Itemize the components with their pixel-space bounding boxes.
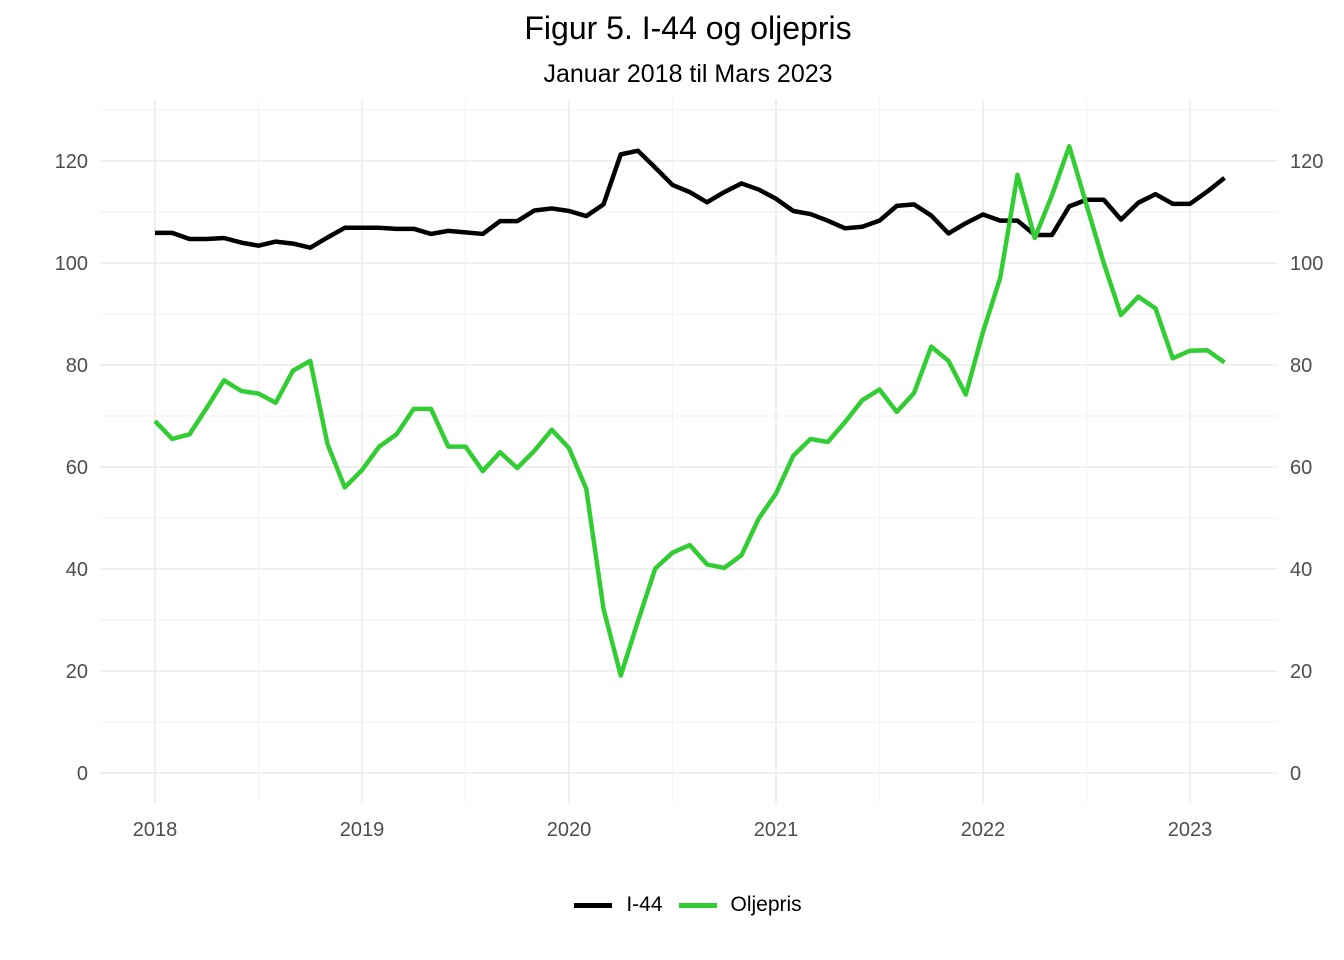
y-tick-label-left: 120 xyxy=(55,151,88,173)
y-tick-label-right: 60 xyxy=(1290,457,1312,479)
y-tick-label-left: 20 xyxy=(66,661,88,683)
series-line-oljepris xyxy=(153,143,1226,678)
y-tick-label-left: 0 xyxy=(77,763,88,785)
y-tick-label-right: 20 xyxy=(1290,661,1312,683)
series-line-i44 xyxy=(155,148,1226,250)
y-axis-left: 0 20 40 60 80 100 120 xyxy=(55,151,88,785)
y-axis-right: 0 20 40 60 80 100 120 xyxy=(1290,151,1323,785)
series-lines xyxy=(153,143,1226,678)
x-tick-label: 2023 xyxy=(1168,819,1213,841)
legend-swatch-i44 xyxy=(574,902,613,908)
x-tick-label: 2021 xyxy=(754,819,799,841)
chart-title: Figur 5. I-44 og oljepris xyxy=(524,10,852,46)
y-tick-label-left: 80 xyxy=(66,355,88,377)
y-tick-label-right: 40 xyxy=(1290,559,1312,581)
legend: I-44 Oljepris xyxy=(0,893,1344,917)
legend-label-oljepris: Oljepris xyxy=(730,893,802,916)
x-tick-label: 2018 xyxy=(133,819,178,841)
legend-swatch-oljepris xyxy=(678,902,717,908)
x-axis: 2018 2019 2020 2021 2022 2023 xyxy=(133,819,1213,841)
y-tick-label-left: 40 xyxy=(66,559,88,581)
x-tick-label: 2020 xyxy=(547,819,592,841)
chart-subtitle: Januar 2018 til Mars 2023 xyxy=(543,60,833,88)
grid-lines xyxy=(100,100,1278,803)
legend-item-oljepris: Oljepris xyxy=(678,893,802,917)
y-tick-label-right: 80 xyxy=(1290,355,1312,377)
y-tick-label-left: 100 xyxy=(55,253,88,275)
y-tick-label-left: 60 xyxy=(66,457,88,479)
x-tick-label: 2019 xyxy=(340,819,385,841)
x-tick-label: 2022 xyxy=(961,819,1006,841)
y-tick-label-right: 120 xyxy=(1290,151,1323,173)
legend-item-i44: I-44 xyxy=(574,893,663,917)
y-tick-label-right: 100 xyxy=(1290,253,1323,275)
y-tick-label-right: 0 xyxy=(1290,763,1301,785)
legend-label-i44: I-44 xyxy=(626,893,663,916)
